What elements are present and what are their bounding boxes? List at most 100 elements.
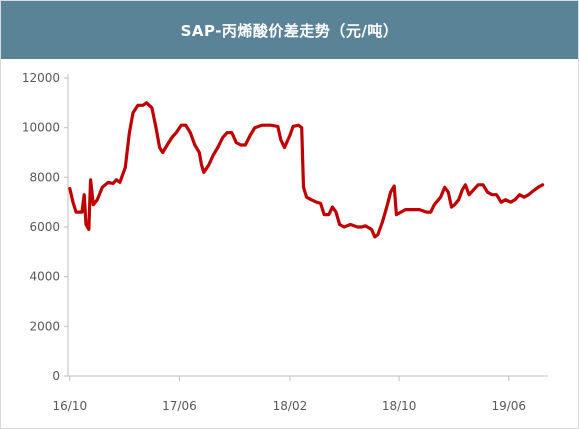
data-point	[447, 191, 450, 193]
data-point	[356, 226, 359, 228]
data-point	[461, 189, 464, 191]
data-point	[429, 211, 432, 213]
data-point	[495, 193, 498, 196]
data-point	[297, 124, 300, 126]
data-point	[393, 185, 396, 187]
data-point	[107, 181, 109, 184]
data-point	[283, 146, 286, 149]
data-point	[81, 211, 83, 213]
data-point	[244, 144, 247, 146]
data-point	[305, 196, 308, 198]
data-point	[89, 179, 92, 181]
y-tick-label: 12000	[22, 71, 60, 85]
data-point	[217, 146, 219, 149]
data-point	[180, 124, 182, 126]
data-point	[310, 198, 313, 201]
data-point	[88, 228, 90, 231]
data-point	[208, 164, 210, 166]
data-point	[300, 126, 303, 129]
x-tick-label: 19/06	[491, 399, 526, 413]
data-point	[472, 189, 475, 191]
data-point	[235, 141, 238, 144]
data-point	[240, 144, 242, 146]
data-point	[323, 213, 326, 216]
data-point	[504, 198, 507, 201]
data-point	[119, 181, 121, 184]
chart-title: SAP-丙烯酸价差走势（元/吨）	[180, 21, 399, 40]
data-point	[491, 193, 493, 196]
data-point	[155, 126, 157, 129]
data-point	[514, 198, 516, 201]
data-point	[161, 151, 164, 154]
data-point	[231, 131, 233, 134]
data-point	[412, 208, 414, 211]
data-point	[404, 208, 407, 211]
data-point	[289, 134, 291, 136]
data-point	[115, 179, 118, 181]
data-point	[212, 154, 215, 156]
data-point	[377, 233, 379, 236]
data-point	[418, 208, 421, 211]
x-tick-label: 17/06	[162, 399, 197, 413]
y-tick-label: 10000	[22, 121, 60, 135]
data-point	[101, 186, 104, 189]
data-point	[425, 211, 428, 213]
x-tick-label: 16/10	[53, 399, 88, 413]
data-point	[386, 203, 389, 206]
data-point	[151, 107, 153, 109]
data-point	[269, 124, 272, 126]
data-point	[509, 201, 512, 203]
data-point	[112, 182, 114, 185]
data-point	[328, 213, 330, 216]
data-point	[500, 201, 502, 203]
data-point	[477, 184, 479, 186]
data-point	[158, 146, 161, 149]
data-point	[315, 201, 318, 203]
data-point	[335, 211, 337, 213]
data-point	[171, 136, 173, 139]
data-point	[198, 151, 201, 154]
data-point	[370, 228, 373, 231]
data-point	[200, 164, 203, 166]
data-point	[194, 144, 196, 146]
data-point	[254, 126, 256, 129]
x-tick-label: 18/10	[382, 399, 417, 413]
data-point	[203, 171, 205, 174]
data-point	[184, 124, 187, 126]
data-point	[541, 184, 544, 186]
data-point	[142, 104, 144, 107]
data-point	[96, 198, 99, 201]
title-banner: SAP-丙烯酸价差走势（元/吨）	[1, 1, 578, 59]
data-point	[395, 213, 398, 216]
data-point	[343, 226, 345, 228]
data-point	[331, 206, 334, 208]
y-tick-label: 4000	[29, 270, 60, 284]
y-tick-label: 8000	[29, 170, 60, 184]
data-point	[450, 206, 453, 208]
data-point	[457, 198, 460, 201]
data-point	[464, 184, 467, 186]
data-point	[349, 223, 352, 226]
data-point	[482, 184, 484, 186]
data-point	[128, 131, 131, 134]
data-point	[175, 131, 178, 134]
data-point	[400, 211, 402, 213]
data-point	[69, 187, 71, 190]
data-point	[468, 193, 470, 196]
data-point	[75, 211, 77, 213]
data-point	[518, 193, 521, 196]
data-point	[360, 226, 363, 228]
data-point	[389, 191, 392, 193]
data-point	[137, 104, 139, 107]
data-point	[261, 124, 263, 126]
data-point	[145, 102, 148, 104]
data-point	[381, 221, 384, 223]
data-point	[364, 225, 367, 227]
data-point	[72, 201, 74, 203]
data-point	[226, 131, 228, 134]
data-point	[221, 136, 224, 139]
data-point	[249, 134, 252, 136]
data-point	[319, 202, 322, 205]
data-point	[132, 112, 134, 114]
